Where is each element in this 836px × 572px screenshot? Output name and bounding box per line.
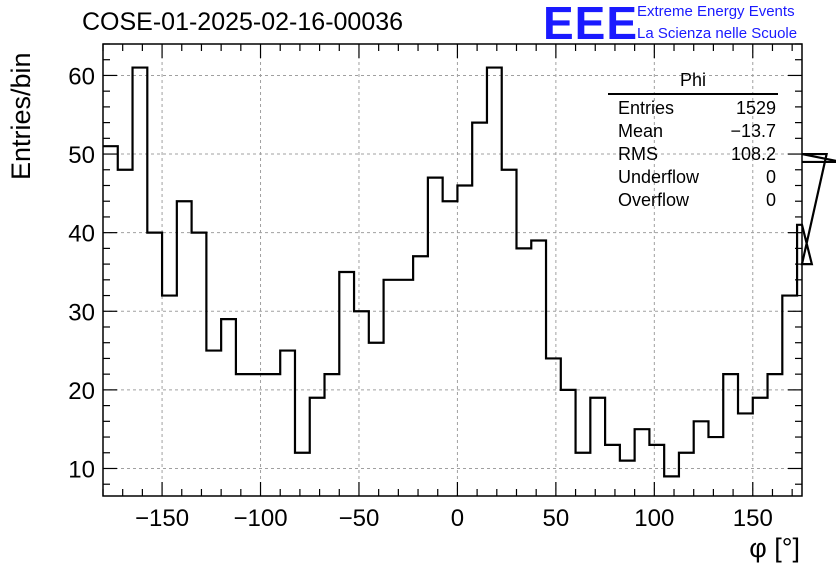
- eee-logo: EEE: [543, 0, 639, 49]
- x-tick-label: 100: [634, 505, 674, 532]
- logo-subtitle-line2: La Scienza nelle Scuole: [637, 25, 798, 42]
- y-tick-label: 30: [68, 299, 95, 326]
- stats-label: Overflow: [618, 190, 690, 210]
- stats-row-rms: RMS 108.2: [608, 143, 778, 166]
- stats-value: 108.2: [730, 144, 776, 164]
- stats-row-entries: Entries 1529: [608, 97, 778, 120]
- stats-box-title: Phi: [608, 70, 778, 95]
- x-axis-label: φ [°]: [749, 533, 800, 563]
- plot-frame: [102, 43, 803, 497]
- stats-value: 0: [765, 167, 776, 187]
- x-tick-label: 0: [451, 505, 464, 532]
- y-tick-label: 10: [68, 456, 95, 483]
- stats-value: 0: [765, 190, 776, 210]
- y-tick-label: 40: [68, 221, 95, 248]
- stats-label: RMS: [618, 144, 658, 164]
- chart-title: COSE-01-2025-02-16-00036: [82, 8, 404, 36]
- y-tick-label: 60: [68, 63, 95, 90]
- y-axis-label: Entries/bin: [6, 52, 36, 180]
- histogram-line: [103, 66, 836, 478]
- x-tick-label: −150: [135, 505, 189, 532]
- stats-row-underflow: Underflow 0: [608, 166, 778, 189]
- y-tick-label: 20: [68, 378, 95, 405]
- y-tick-label: 50: [68, 142, 95, 169]
- stats-label: Underflow: [618, 167, 700, 187]
- stats-label: Mean: [618, 121, 664, 141]
- stats-row-overflow: Overflow 0: [608, 189, 778, 212]
- logo-subtitle-line1: Extreme Energy Events: [637, 3, 795, 20]
- stats-label: Entries: [618, 98, 675, 118]
- stats-row-mean: Mean −13.7: [608, 120, 778, 143]
- stats-box: Phi Entries 1529 Mean −13.7 RMS 108.2 Un…: [608, 70, 778, 212]
- x-tick-label: −50: [339, 505, 380, 532]
- x-tick-label: 50: [543, 505, 570, 532]
- stats-value: −13.7: [730, 121, 776, 141]
- x-tick-label: 150: [733, 505, 773, 532]
- stats-value: 1529: [735, 98, 776, 118]
- x-tick-label: −100: [233, 505, 287, 532]
